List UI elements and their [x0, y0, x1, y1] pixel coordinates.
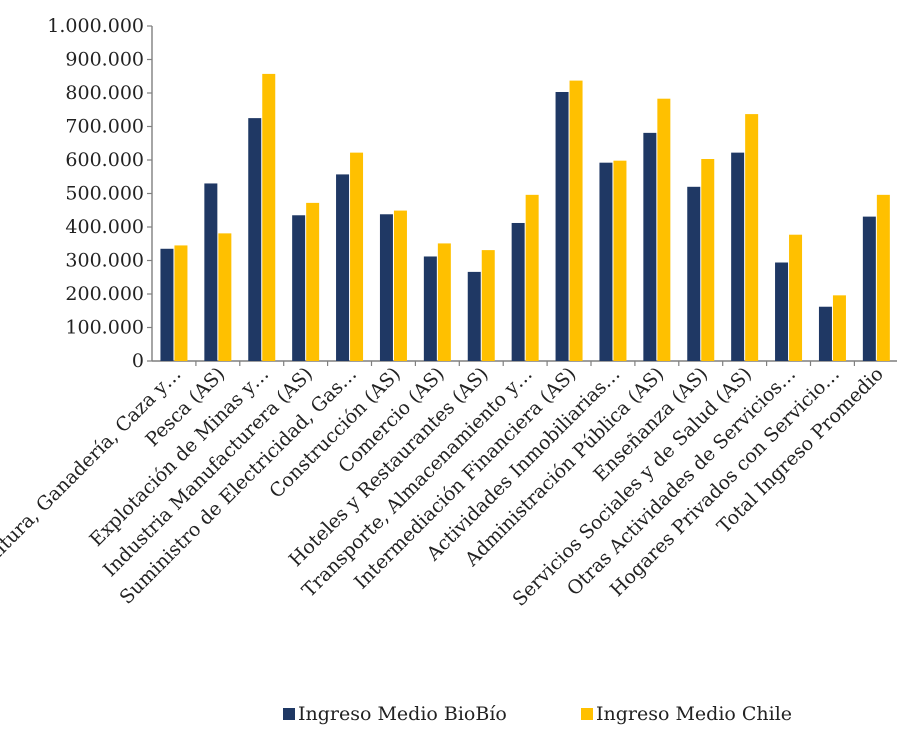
bar-chile [876, 194, 890, 361]
bar-biobio [336, 174, 350, 361]
legend-label-chile: Ingreso Medio Chile [596, 703, 792, 725]
bar-biobio [818, 306, 832, 361]
bar-chile [701, 158, 715, 361]
bar-chile [437, 243, 451, 361]
bar-biobio [687, 186, 701, 361]
y-tick-label: 900.000 [65, 49, 144, 71]
bar-chile [262, 73, 276, 361]
legend-swatch-chile [581, 708, 593, 720]
y-tick-label: 600.000 [65, 149, 144, 171]
bar-chile [306, 202, 320, 361]
bar-biobio [423, 256, 437, 361]
bar-chile [745, 114, 759, 361]
bar-chile [613, 160, 627, 361]
y-tick-label: 700.000 [65, 116, 144, 138]
bar-chile [174, 245, 188, 361]
bar-biobio [862, 216, 876, 361]
bar-biobio [511, 222, 525, 361]
legend-swatch-biobio [283, 708, 295, 720]
x-tick-label: Explotación de Minas y… [85, 363, 273, 551]
y-tick-label: 100.000 [65, 317, 144, 339]
bar-biobio [204, 183, 218, 361]
bar-chile [569, 80, 583, 361]
y-tick-label: 400.000 [65, 216, 144, 238]
bar-chile [832, 295, 846, 361]
bar-biobio [467, 271, 481, 361]
y-tick-label: 800.000 [65, 82, 144, 104]
bar-biobio [555, 91, 569, 362]
bar-biobio [379, 214, 393, 361]
bar-chile [393, 210, 407, 361]
bar-biobio [643, 132, 657, 361]
bar-chile [218, 233, 232, 361]
bar-biobio [160, 248, 174, 361]
bar-biobio [292, 215, 306, 361]
y-tick-label: 300.000 [65, 250, 144, 272]
bar-chile [525, 194, 539, 361]
legend-label-biobio: Ingreso Medio BioBío [298, 703, 507, 725]
bar-biobio [599, 162, 613, 361]
y-tick-label: 500.000 [65, 183, 144, 205]
y-tick-label: 200.000 [65, 283, 144, 305]
bar-chile [657, 98, 671, 361]
bar-biobio [775, 262, 789, 361]
y-tick-label: 1.000.000 [47, 15, 144, 37]
bar-chile [789, 234, 803, 361]
bar-biobio [731, 152, 745, 361]
bar-chile [481, 250, 495, 361]
y-tick-label: 0 [132, 350, 144, 372]
bar-chile [350, 152, 364, 361]
bar-biobio [248, 118, 262, 361]
